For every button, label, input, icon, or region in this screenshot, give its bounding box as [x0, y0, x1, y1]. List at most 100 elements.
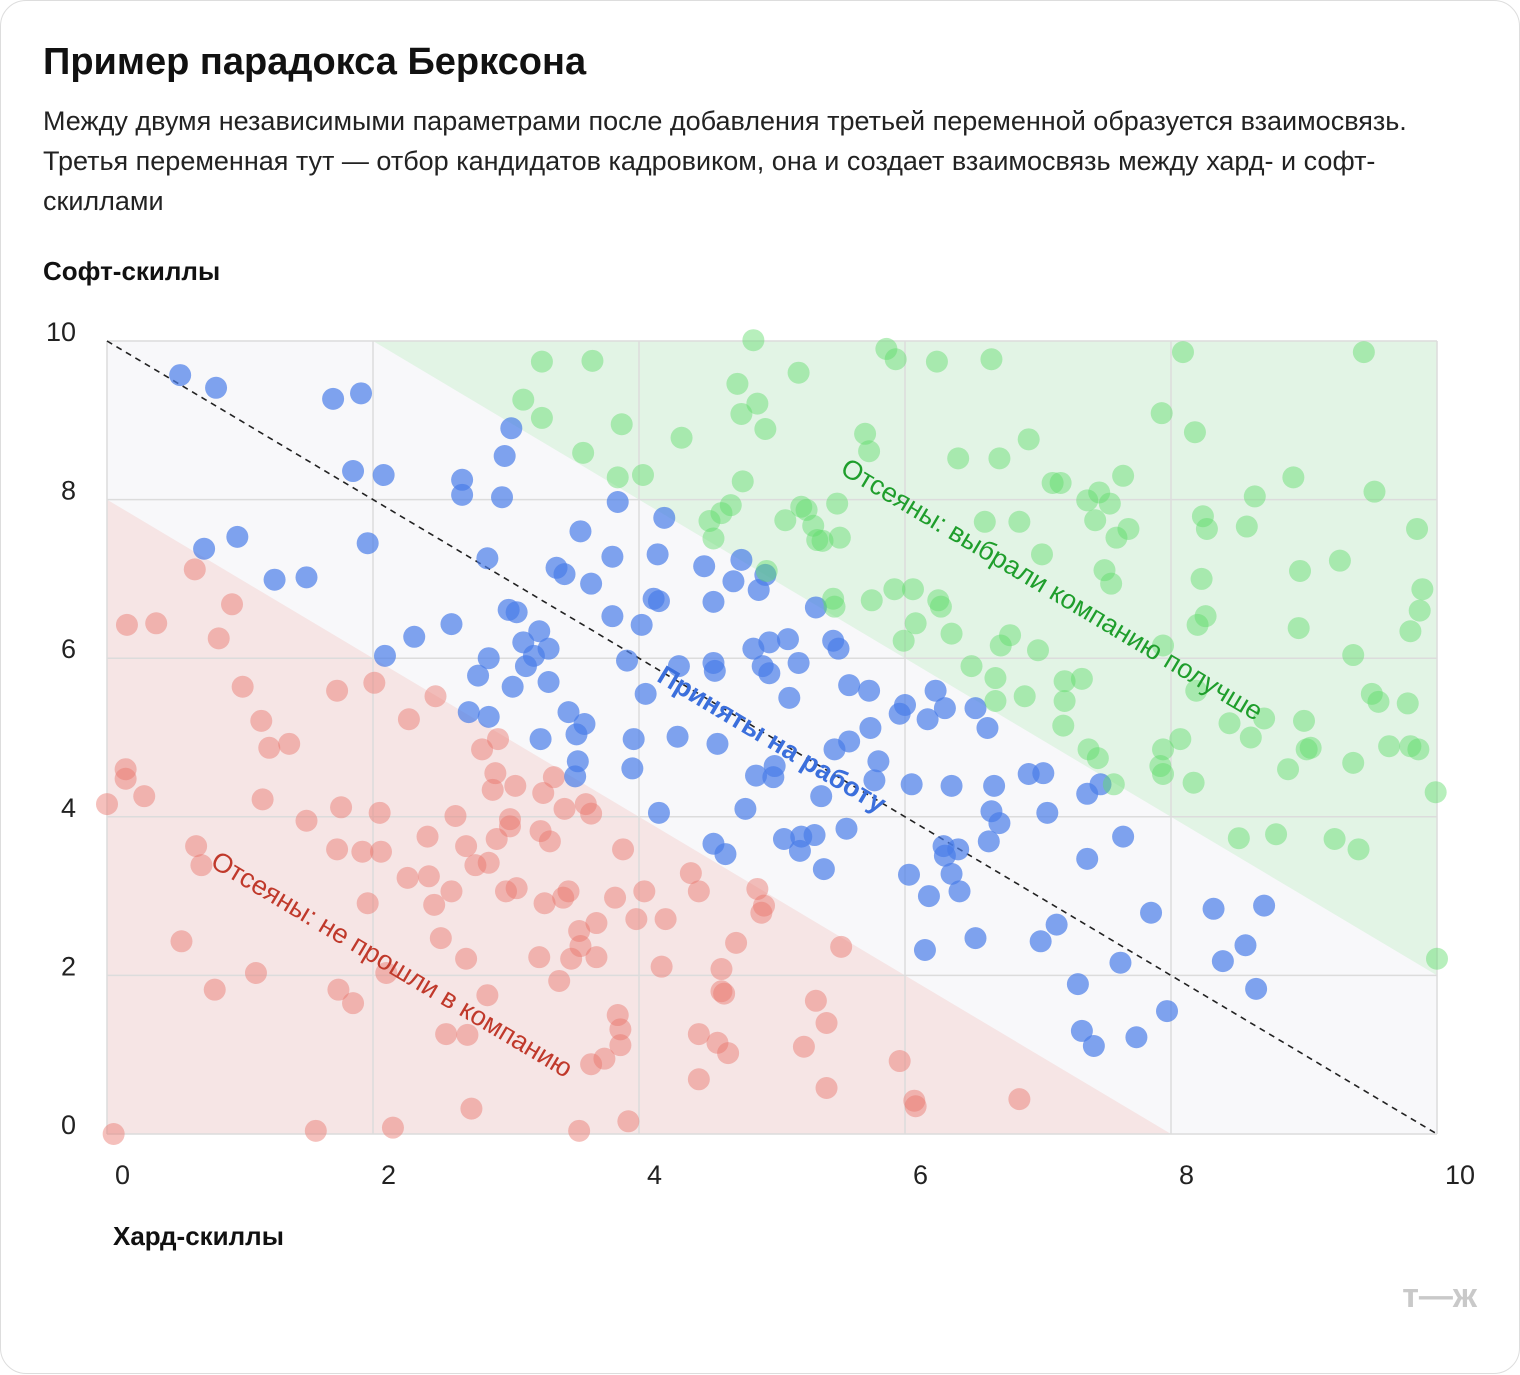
point — [838, 674, 861, 697]
point — [606, 466, 629, 489]
point — [929, 595, 952, 618]
point — [763, 755, 786, 778]
point — [1323, 828, 1346, 851]
point — [1100, 572, 1123, 595]
point — [609, 1018, 632, 1041]
point — [1089, 773, 1112, 796]
point — [980, 348, 1003, 371]
point — [1117, 517, 1140, 540]
point — [548, 969, 571, 992]
point — [812, 858, 835, 881]
point — [1109, 951, 1132, 974]
point — [102, 1123, 125, 1145]
point — [601, 545, 624, 568]
point — [1399, 620, 1422, 643]
point — [190, 854, 213, 877]
point — [973, 510, 996, 533]
point — [647, 801, 670, 824]
point — [903, 1089, 926, 1112]
point — [604, 886, 627, 909]
point — [977, 830, 1000, 853]
point — [530, 406, 553, 429]
point — [569, 935, 592, 958]
point — [1053, 670, 1076, 693]
point — [1156, 1000, 1179, 1023]
point — [625, 908, 648, 931]
point — [984, 667, 1007, 690]
point — [1112, 825, 1135, 848]
point — [207, 627, 230, 650]
point — [731, 470, 754, 493]
point — [654, 908, 677, 931]
point — [457, 701, 480, 724]
point — [815, 1011, 838, 1034]
point — [758, 631, 781, 654]
point — [471, 738, 494, 761]
point — [573, 713, 596, 736]
point — [828, 526, 851, 549]
point — [1406, 517, 1429, 540]
point — [278, 732, 301, 755]
point — [714, 843, 737, 866]
point — [564, 765, 587, 788]
point — [351, 840, 374, 863]
point — [745, 764, 768, 787]
point — [863, 769, 886, 792]
point — [609, 1034, 632, 1057]
y-tick-label: 4 — [61, 793, 76, 823]
point — [1426, 947, 1448, 970]
point — [940, 862, 963, 885]
point — [858, 440, 881, 463]
point — [585, 946, 608, 969]
point — [612, 838, 635, 861]
point — [350, 382, 373, 405]
point — [947, 447, 970, 470]
point — [815, 1077, 838, 1100]
point — [1363, 480, 1386, 503]
point — [1150, 402, 1173, 425]
point — [1342, 751, 1365, 774]
point — [1218, 712, 1241, 735]
point — [568, 1119, 591, 1142]
point — [858, 679, 881, 702]
point — [145, 612, 168, 635]
y-tick-label: 0 — [61, 1110, 76, 1140]
point — [429, 927, 452, 950]
point — [710, 980, 733, 1003]
point — [964, 927, 987, 950]
point — [854, 422, 877, 445]
point — [1041, 471, 1064, 494]
point — [363, 671, 386, 694]
point — [822, 587, 845, 610]
point — [900, 773, 923, 796]
point — [1277, 758, 1300, 781]
point — [622, 728, 645, 751]
point — [897, 863, 920, 886]
point — [710, 958, 733, 981]
point — [888, 1050, 911, 1073]
point — [860, 589, 883, 612]
point — [537, 637, 560, 660]
y-tick-label: 6 — [61, 634, 76, 664]
point — [999, 624, 1022, 647]
point — [719, 494, 742, 517]
point — [713, 982, 736, 1005]
point — [1243, 485, 1266, 508]
point — [650, 955, 673, 978]
point — [203, 978, 226, 1001]
x-tick-label: 2 — [381, 1160, 396, 1190]
point — [904, 1095, 927, 1118]
point — [263, 568, 286, 591]
point — [802, 514, 825, 537]
point — [1287, 617, 1310, 640]
point — [646, 543, 669, 566]
point — [356, 892, 379, 915]
point — [1235, 515, 1258, 538]
point — [322, 387, 345, 410]
y-axis-title: Софт-скиллы — [43, 256, 220, 286]
point — [901, 578, 924, 601]
point — [940, 622, 963, 645]
point — [169, 364, 192, 387]
